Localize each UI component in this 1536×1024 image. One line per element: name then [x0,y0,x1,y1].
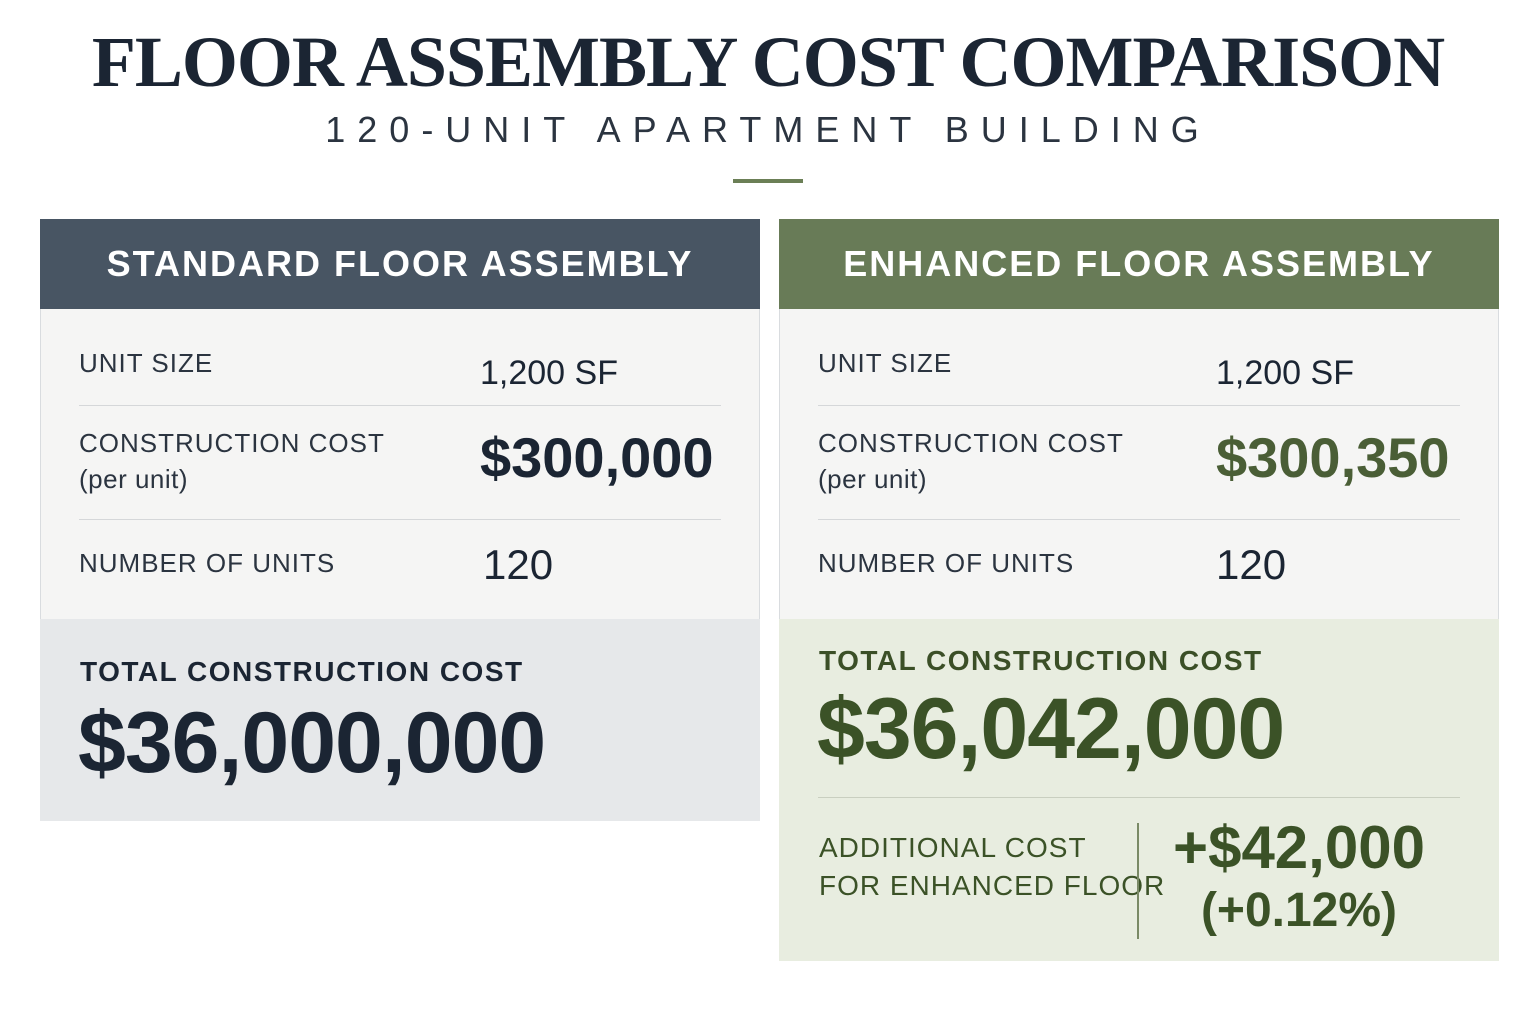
row-divider [79,519,721,520]
construction-cost-sublabel: (per unit) [818,464,928,494]
additional-cost-separator [1137,823,1139,939]
construction-cost-row: CONSTRUCTION COST (per unit) $300,000 [79,421,721,511]
standard-rows: UNIT SIZE 1,200 SF CONSTRUCTION COST (pe… [40,309,760,619]
unit-size-row: UNIT SIZE 1,200 SF [79,337,721,397]
total-cost-label: TOTAL CONSTRUCTION COST [819,645,1263,676]
unit-size-label: UNIT SIZE [79,348,214,378]
row-divider [818,519,1460,520]
number-of-units-label: NUMBER OF UNITS [818,548,1075,578]
additional-cost-percent: (+0.12%) [1200,884,1398,937]
enhanced-total-panel: TOTAL CONSTRUCTION COST $36,042,000 ADDI… [779,619,1499,961]
additional-cost-divider [818,797,1460,798]
row-divider [79,405,721,406]
unit-size-row: UNIT SIZE 1,200 SF [818,337,1460,397]
construction-cost-label-text: CONSTRUCTION COST [818,428,1124,458]
total-cost-label: TOTAL CONSTRUCTION COST [80,656,524,687]
row-divider [818,405,1460,406]
additional-cost-label: ADDITIONAL COST FOR ENHANCED FLOOR [819,829,1165,905]
number-of-units-label: NUMBER OF UNITS [79,548,336,578]
total-cost-value: $36,042,000 [817,681,1285,777]
total-cost-value: $36,000,000 [78,695,546,791]
additional-cost-label-line1: ADDITIONAL COST [819,832,1087,863]
additional-cost-value: +$42,000 (+0.12%) [1139,815,1459,941]
enhanced-rows: UNIT SIZE 1,200 SF CONSTRUCTION COST (pe… [779,309,1499,619]
title-divider [733,179,803,183]
standard-assembly-card: STANDARD FLOOR ASSEMBLY UNIT SIZE 1,200 … [40,219,760,821]
standard-total-panel: TOTAL CONSTRUCTION COST $36,000,000 [40,619,760,821]
standard-card-header: STANDARD FLOOR ASSEMBLY [40,219,760,309]
number-of-units-row: NUMBER OF UNITS 120 [818,535,1460,605]
additional-cost-label-line2: FOR ENHANCED FLOOR [819,870,1166,901]
construction-cost-value: $300,000 [480,426,714,489]
construction-cost-row: CONSTRUCTION COST (per unit) $300,350 [818,421,1460,511]
unit-size-label: UNIT SIZE [818,348,953,378]
number-of-units-row: NUMBER OF UNITS 120 [79,535,721,605]
construction-cost-label: CONSTRUCTION COST (per unit) [79,425,385,497]
additional-cost-amount: +$42,000 [1173,814,1425,881]
construction-cost-value: $300,350 [1216,426,1450,489]
standard-card-body: UNIT SIZE 1,200 SF CONSTRUCTION COST (pe… [40,309,760,619]
page-title: FLOOR ASSEMBLY COST COMPARISON [91,22,1445,102]
construction-cost-sublabel: (per unit) [79,464,189,494]
enhanced-card-body [779,309,1499,619]
enhanced-assembly-card: ENHANCED FLOOR ASSEMBLY TOTAL CONSTRUCTI… [779,219,1499,961]
number-of-units-value: 120 [1216,541,1287,588]
construction-cost-label-text: CONSTRUCTION COST [79,428,385,458]
number-of-units-value: 120 [483,541,554,588]
construction-cost-label: CONSTRUCTION COST (per unit) [818,425,1124,497]
page-subtitle: 120-UNIT APARTMENT BUILDING [325,109,1211,150]
unit-size-value: 1,200 SF [1216,354,1354,392]
enhanced-card-header: ENHANCED FLOOR ASSEMBLY [779,219,1499,309]
unit-size-value: 1,200 SF [480,354,618,392]
